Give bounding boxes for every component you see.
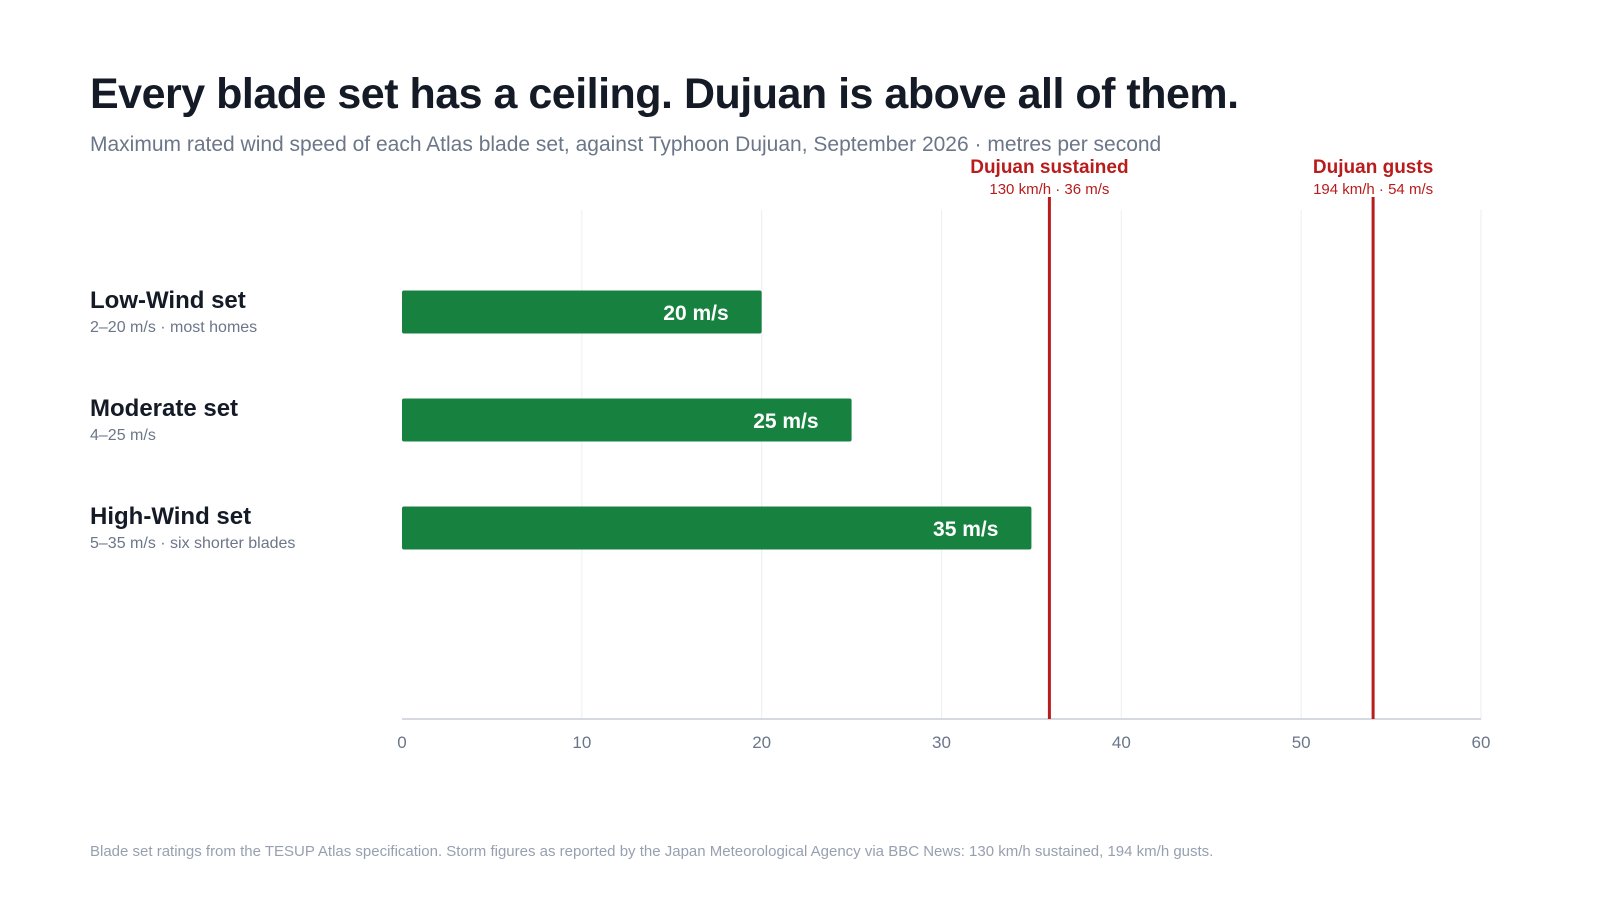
bar <box>402 506 1032 550</box>
bar-value-label: 20 m/s <box>663 302 728 325</box>
category-name: High-Wind set <box>90 503 252 530</box>
chart-subtitle: Maximum rated wind speed of each Atlas b… <box>90 133 1162 156</box>
category-description: 4–25 m/s <box>90 427 156 444</box>
category-label: Low-Wind set 2–20 m/s · most homes <box>90 287 257 337</box>
x-tick-label: 0 <box>397 733 406 752</box>
x-tick-label: 30 <box>932 733 951 752</box>
x-tick-label: 50 <box>1292 733 1311 752</box>
reference-line-label: Dujuan gusts <box>1313 157 1433 178</box>
category-label: High-Wind set 5–35 m/s · six shorter blad… <box>90 503 295 553</box>
category-name: Low-Wind set <box>90 287 246 314</box>
category-name: Moderate set <box>90 395 239 422</box>
category-description: 5–35 m/s · six shorter blades <box>90 535 296 552</box>
source-footnote: Blade set ratings from the TESUP Atlas s… <box>90 843 1214 860</box>
chart-title: Every blade set has a ceiling. Dujuan is… <box>90 70 1239 118</box>
bar-value-label: 25 m/s <box>753 410 818 433</box>
x-tick-label: 40 <box>1112 733 1131 752</box>
bar <box>402 398 852 442</box>
category-description: 2–20 m/s · most homes <box>90 319 258 336</box>
reference-line-label: Dujuan sustained <box>970 157 1128 178</box>
x-tick-label: 20 <box>752 733 771 752</box>
reference-line-detail: 194 km/h · 54 m/s <box>1313 181 1433 198</box>
category-label: Moderate set 4–25 m/s <box>90 395 238 445</box>
bar <box>402 290 762 334</box>
x-tick-label: 60 <box>1472 733 1491 752</box>
reference-line-detail: 130 km/h · 36 m/s <box>989 181 1109 198</box>
bar-value-label: 35 m/s <box>933 518 998 541</box>
x-tick-label: 10 <box>572 733 591 752</box>
